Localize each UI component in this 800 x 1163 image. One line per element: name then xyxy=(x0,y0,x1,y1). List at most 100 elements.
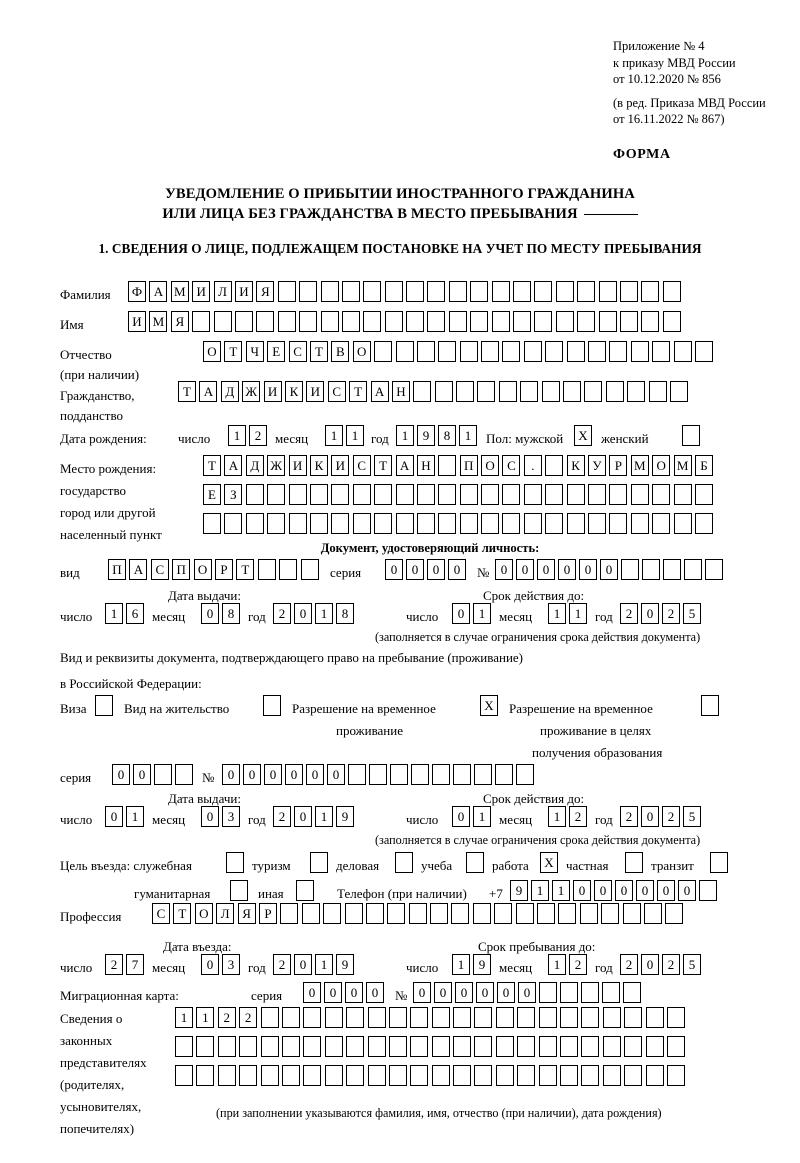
form-cell[interactable] xyxy=(624,1007,643,1028)
form-cell[interactable] xyxy=(534,311,553,332)
form-cell[interactable]: Т xyxy=(178,381,196,402)
form-cell[interactable]: 2 xyxy=(620,954,638,975)
form-cell[interactable] xyxy=(257,559,276,580)
form-cell[interactable]: 1 xyxy=(315,954,333,975)
form-cell[interactable]: Т xyxy=(309,341,328,362)
form-cell[interactable]: 0 xyxy=(133,764,151,785)
form-cell[interactable] xyxy=(323,903,342,924)
form-cell[interactable] xyxy=(434,381,453,402)
form-cell[interactable]: 9 xyxy=(336,806,354,827)
form-cell[interactable] xyxy=(395,341,414,362)
form-cell[interactable]: 9 xyxy=(336,954,354,975)
form-cell[interactable]: К xyxy=(309,455,328,476)
form-cell[interactable]: 2 xyxy=(620,603,638,624)
form-cell[interactable] xyxy=(643,903,662,924)
form-cell[interactable] xyxy=(196,1036,215,1057)
form-cell[interactable] xyxy=(474,1007,493,1028)
form-cell[interactable]: 0 xyxy=(434,982,452,1003)
form-cell[interactable]: 3 xyxy=(222,954,240,975)
form-cell[interactable] xyxy=(539,982,557,1003)
form-cell[interactable] xyxy=(196,1065,215,1086)
form-cell[interactable] xyxy=(515,903,534,924)
form-cell[interactable] xyxy=(374,513,393,534)
form-cell[interactable]: А xyxy=(395,455,414,476)
form-cell[interactable] xyxy=(346,1065,365,1086)
purpose-work-checkbox[interactable]: X xyxy=(540,852,558,873)
form-cell[interactable] xyxy=(413,381,432,402)
form-cell[interactable] xyxy=(609,484,628,505)
form-cell[interactable] xyxy=(581,1007,600,1028)
form-cell[interactable] xyxy=(645,1036,664,1057)
form-cell[interactable] xyxy=(367,1007,386,1028)
form-cell[interactable]: 1 xyxy=(473,603,491,624)
form-cell[interactable] xyxy=(538,1065,557,1086)
form-cell[interactable] xyxy=(431,1065,450,1086)
form-cell[interactable]: 0 xyxy=(264,764,282,785)
visa-checkbox[interactable] xyxy=(95,695,113,716)
form-cell[interactable] xyxy=(324,1065,343,1086)
form-cell[interactable] xyxy=(365,903,384,924)
form-cell[interactable] xyxy=(642,559,660,580)
form-cell[interactable]: 2 xyxy=(662,806,680,827)
form-cell[interactable] xyxy=(324,1007,343,1028)
form-cell[interactable]: 1 xyxy=(548,806,566,827)
form-cell[interactable]: 0 xyxy=(452,806,470,827)
form-cell[interactable] xyxy=(602,1007,621,1028)
form-cell[interactable] xyxy=(673,484,692,505)
form-cell[interactable] xyxy=(387,903,406,924)
form-cell[interactable]: 2 xyxy=(273,603,291,624)
form-cell[interactable]: 1 xyxy=(126,806,144,827)
form-cell[interactable]: 1 xyxy=(531,880,549,901)
form-cell[interactable] xyxy=(602,1065,621,1086)
form-cell[interactable] xyxy=(694,341,713,362)
form-cell[interactable] xyxy=(491,281,510,302)
form-cell[interactable] xyxy=(684,559,702,580)
form-cell[interactable] xyxy=(369,764,387,785)
form-cell[interactable] xyxy=(538,1007,557,1028)
form-cell[interactable]: 1 xyxy=(325,425,343,446)
form-cell[interactable] xyxy=(390,764,408,785)
form-cell[interactable]: 1 xyxy=(569,603,587,624)
form-cell[interactable] xyxy=(541,381,560,402)
form-cell[interactable] xyxy=(431,1007,450,1028)
form-cell[interactable] xyxy=(665,903,684,924)
form-cell[interactable]: Я xyxy=(237,903,256,924)
form-cell[interactable] xyxy=(288,484,307,505)
form-cell[interactable] xyxy=(260,1036,279,1057)
form-cell[interactable]: С xyxy=(152,903,170,924)
form-cell[interactable] xyxy=(395,484,414,505)
form-cell[interactable] xyxy=(622,903,641,924)
form-cell[interactable]: 8 xyxy=(336,603,354,624)
form-cell[interactable]: 5 xyxy=(683,806,701,827)
form-cell[interactable] xyxy=(588,341,607,362)
form-cell[interactable]: Т xyxy=(203,455,221,476)
form-cell[interactable] xyxy=(624,1065,643,1086)
form-cell[interactable] xyxy=(555,311,574,332)
purpose-business-checkbox[interactable] xyxy=(395,852,413,873)
form-cell[interactable] xyxy=(459,513,478,534)
form-cell[interactable] xyxy=(694,484,713,505)
form-cell[interactable] xyxy=(474,1065,493,1086)
form-cell[interactable] xyxy=(520,381,539,402)
form-cell[interactable]: 0 xyxy=(657,880,675,901)
form-cell[interactable] xyxy=(431,1036,450,1057)
form-cell[interactable] xyxy=(666,1036,685,1057)
form-cell[interactable] xyxy=(288,513,307,534)
form-cell[interactable]: С xyxy=(288,341,307,362)
form-cell[interactable] xyxy=(245,513,264,534)
form-cell[interactable]: О xyxy=(352,341,371,362)
form-cell[interactable] xyxy=(563,381,582,402)
form-cell[interactable] xyxy=(581,982,599,1003)
form-cell[interactable]: А xyxy=(199,381,218,402)
form-cell[interactable]: 1 xyxy=(452,954,470,975)
form-cell[interactable]: Р xyxy=(258,903,277,924)
form-cell[interactable] xyxy=(624,1036,643,1057)
form-cell[interactable] xyxy=(666,1065,685,1086)
